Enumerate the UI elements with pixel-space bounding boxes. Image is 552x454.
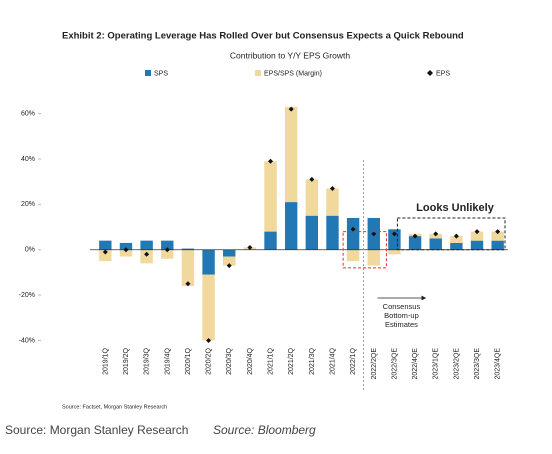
x-tick-label: 2021/3Q [309,347,316,374]
bar [202,274,215,341]
eps-marker [226,263,232,269]
bar [99,240,112,250]
bar [305,215,319,250]
eps-marker [412,233,418,239]
legend-label: EPS [436,70,450,77]
x-tick-label: 2020/1Q [185,347,192,374]
chart-subtitle: Contribution to Y/Y EPS Growth [230,50,350,60]
y-tick-label: -40% [19,337,35,344]
y-tick-label: 20% [21,201,35,208]
bar [326,215,339,250]
x-tick-label: 2019/1Q [102,347,109,374]
bar [284,106,298,203]
bar [429,238,442,250]
x-tick-label: 2023/2QE [453,348,460,380]
bar [223,249,236,257]
x-tick-label: 2022/3QE [391,348,398,380]
annotation: Bottom-up [384,311,419,320]
eps-marker [391,231,397,237]
bar [99,249,112,262]
bar [367,249,380,266]
x-tick-label: 2023/3QE [474,348,481,380]
eps-marker [453,233,459,239]
source: Source: Factset, Morgan Stanley Research [62,404,167,410]
eps-marker [350,226,356,232]
bar [305,179,319,216]
annotation: Looks Unlikely [416,202,495,214]
eps-marker [206,337,212,343]
eps-marker [144,251,150,257]
eps-marker [268,158,274,164]
legend-marker [427,70,433,76]
x-tick-label: 2021/4Q [329,347,336,374]
annotation: Consensus [383,302,421,311]
x-tick-label: 2023/4QE [495,348,502,380]
y-tick-label: -20% [19,292,35,299]
eps-marker [164,247,170,253]
bar [161,240,174,250]
eps-marker [185,281,191,287]
bar [140,240,153,250]
x-tick-label: 2022/1Q [350,347,357,374]
bar [346,249,360,262]
bar [388,249,401,255]
bar [491,240,504,250]
highlight-box [342,231,387,269]
eps-marker [309,176,315,182]
x-tick-label: 2019/4Q [164,347,171,374]
bar [450,236,463,243]
y-tick-label: 40% [21,156,35,163]
x-tick-label: 2020/2Q [206,347,213,374]
bar [346,217,360,250]
bar [470,240,484,250]
legend-marker [145,70,151,76]
x-tick-label: 2022/2QE [371,348,378,380]
annotation: Estimates [385,320,418,329]
bar [264,161,277,232]
x-tick-label: 2022/4QE [412,348,419,380]
caption: Source: Bloomberg [213,423,316,437]
x-tick-label: 2021/1Q [268,347,275,374]
eps-marker [123,247,129,253]
bar [284,202,298,250]
x-tick-label: 2019/3Q [144,347,151,374]
legend-label: EPS/SPS (Margin) [264,70,322,77]
eps-marker [371,231,377,237]
y-tick-label: 0% [25,247,35,254]
bar [491,231,504,241]
eps-marker [247,244,253,250]
eps-marker [474,229,480,235]
bar [181,249,195,287]
legend-marker [255,70,261,76]
chart-title: Exhibit 2: Operating Leverage Has Rolled… [62,31,464,42]
bar [470,231,484,241]
y-tick-label: 60% [21,110,35,117]
eps-marker [329,185,335,191]
bar [223,256,236,266]
caption: Source: Morgan Stanley Research [5,423,188,437]
legend-label: SPS [154,70,168,77]
bar [326,188,339,216]
x-tick-label: 2020/4Q [247,347,254,374]
bar [408,236,422,250]
x-tick-label: 2023/1QE [433,348,440,380]
eps-marker [495,229,501,235]
bar [161,249,174,259]
bar [181,248,195,250]
x-tick-label: 2019/2Q [123,347,130,374]
eps-marker [433,231,439,237]
bar [264,231,277,250]
x-tick-label: 2021/2Q [288,347,295,374]
eps-marker [288,106,294,112]
x-tick-label: 2020/3Q [226,347,233,374]
bar [119,242,133,250]
bar [202,249,215,275]
eps-marker [102,249,108,255]
bar [450,242,463,250]
bar [119,249,133,257]
highlight-box [396,217,506,251]
